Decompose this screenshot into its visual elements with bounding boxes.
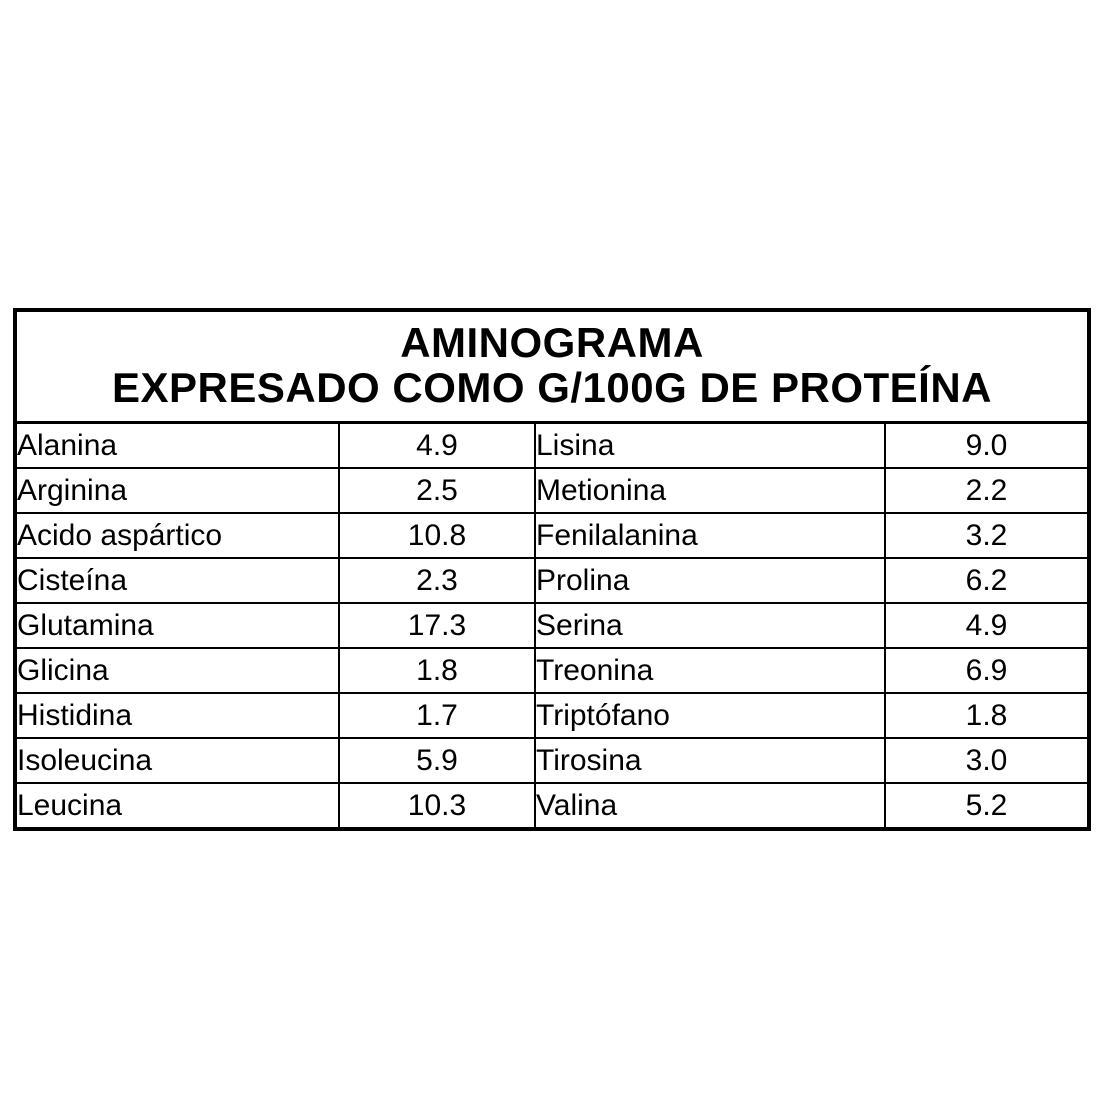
amino-acid-name: Metionina (534, 467, 886, 514)
amino-acid-value: 3.0 (883, 737, 1092, 784)
amino-acid-value: 1.8 (338, 647, 536, 694)
table-row: Leucina 10.3 Valina 5.2 (13, 782, 1092, 831)
amino-acid-value: 10.3 (338, 782, 536, 831)
amino-acid-name: Fenilalanina (534, 512, 886, 559)
amino-acid-value: 6.9 (883, 647, 1092, 694)
table-row: Arginina 2.5 Metionina 2.2 (13, 467, 1092, 514)
amino-acid-name: Serina (534, 602, 886, 649)
amino-acid-name: Triptófano (534, 692, 886, 739)
amino-acid-name: Acido aspártico (13, 512, 340, 559)
amino-acid-value: 5.9 (338, 737, 536, 784)
amino-acid-name: Valina (534, 782, 886, 831)
amino-acid-value: 5.2 (883, 782, 1092, 831)
table-title: AMINOGRAMA EXPRESADO COMO G/100G DE PROT… (12, 308, 1092, 424)
amino-acid-name: Histidina (13, 692, 340, 739)
table-title-line2: EXPRESADO COMO G/100G DE PROTEÍNA (112, 363, 993, 411)
table-row: Alanina 4.9 Lisina 9.0 (13, 421, 1092, 469)
table-row: Cisteína 2.3 Prolina 6.2 (13, 557, 1092, 604)
amino-acid-name: Glutamina (13, 602, 340, 649)
amino-acid-name: Leucina (13, 782, 340, 831)
table-row: Acido aspártico 10.8 Fenilalanina 3.2 (13, 512, 1092, 559)
amino-acid-value: 1.8 (883, 692, 1092, 739)
amino-acid-value: 2.2 (883, 467, 1092, 514)
amino-acid-name: Tirosina (534, 737, 886, 784)
amino-acid-value: 2.3 (338, 557, 536, 604)
amino-acid-name: Glicina (13, 647, 340, 694)
aminogram-table: AMINOGRAMA EXPRESADO COMO G/100G DE PROT… (12, 308, 1092, 831)
table-header-row: AMINOGRAMA EXPRESADO COMO G/100G DE PROT… (12, 308, 1092, 424)
amino-acid-value: 2.5 (338, 467, 536, 514)
table-row: Glutamina 17.3 Serina 4.9 (13, 602, 1092, 649)
table-row: Isoleucina 5.9 Tirosina 3.0 (13, 737, 1092, 784)
amino-acid-value: 9.0 (883, 421, 1092, 469)
amino-acid-value: 3.2 (883, 512, 1092, 559)
amino-acid-name: Cisteína (13, 557, 340, 604)
table-row: Histidina 1.7 Triptófano 1.8 (13, 692, 1092, 739)
table-title-line1: AMINOGRAMA (400, 318, 704, 366)
amino-acid-value: 10.8 (338, 512, 536, 559)
amino-acid-value: 4.9 (883, 602, 1092, 649)
amino-acid-name: Arginina (13, 467, 340, 514)
amino-acid-name: Prolina (534, 557, 886, 604)
amino-acid-name: Treonina (534, 647, 886, 694)
amino-acid-value: 17.3 (338, 602, 536, 649)
amino-acid-name: Isoleucina (13, 737, 340, 784)
amino-acid-value: 1.7 (338, 692, 536, 739)
amino-acid-value: 6.2 (883, 557, 1092, 604)
amino-acid-name: Lisina (534, 421, 886, 469)
amino-acid-value: 4.9 (338, 421, 536, 469)
table-row: Glicina 1.8 Treonina 6.9 (13, 647, 1092, 694)
amino-acid-name: Alanina (13, 421, 340, 469)
